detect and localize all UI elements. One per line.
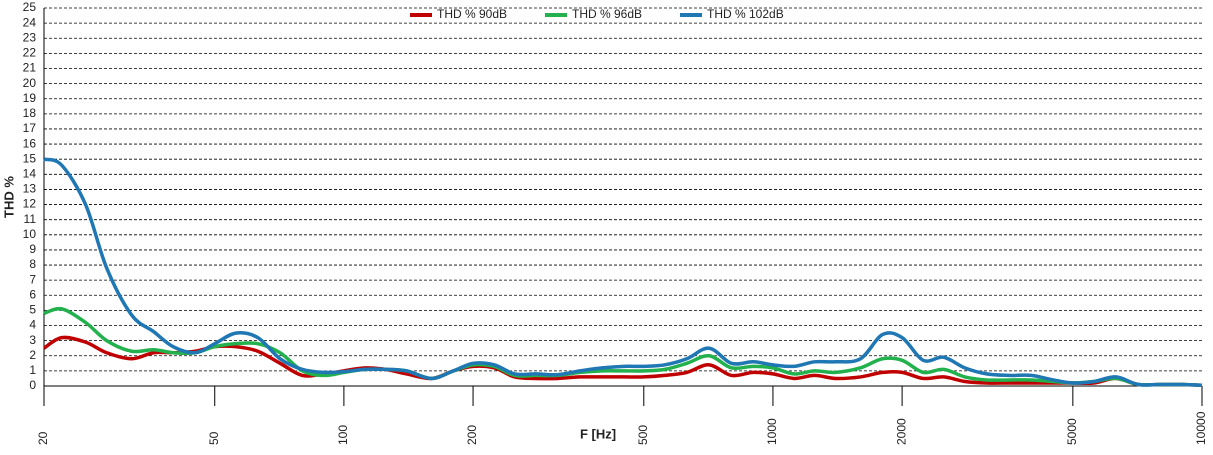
x-tick-label: 20 bbox=[36, 431, 50, 445]
x-tick-label: 100 bbox=[336, 425, 350, 445]
x-tick-label: 50 bbox=[207, 431, 221, 445]
y-tick-label: 23 bbox=[23, 30, 37, 44]
y-tick-label: 7 bbox=[29, 272, 36, 286]
y-tick-label: 11 bbox=[24, 212, 37, 226]
y-tick-label: 13 bbox=[23, 182, 37, 196]
y-tick-label: 5 bbox=[29, 303, 36, 317]
y-tick-label: 20 bbox=[23, 76, 37, 90]
y-tick-label: 25 bbox=[23, 0, 37, 14]
x-axis-label: F [Hz] bbox=[580, 426, 616, 441]
x-tick-label: 10000 bbox=[1194, 411, 1208, 445]
x-tick-label: 5000 bbox=[1065, 418, 1079, 445]
y-tick-label: 9 bbox=[29, 242, 36, 256]
series-line bbox=[43, 157, 1203, 387]
y-tick-label: 18 bbox=[23, 106, 37, 120]
y-tick-label: 2 bbox=[29, 348, 36, 362]
y-tick-label: 16 bbox=[23, 136, 37, 150]
y-tick-label: 0 bbox=[29, 378, 36, 392]
legend-label: THD % 90dB bbox=[437, 7, 507, 21]
y-tick-label: 21 bbox=[23, 61, 37, 75]
y-tick-label: 22 bbox=[23, 46, 37, 60]
x-tick-label: 2000 bbox=[894, 418, 908, 445]
y-tick-label: 10 bbox=[23, 227, 37, 241]
legend-label: THD % 102dB bbox=[707, 7, 784, 21]
y-tick-label: 15 bbox=[23, 151, 37, 165]
y-tick-label: 17 bbox=[23, 121, 37, 135]
y-axis-label: THD % bbox=[1, 176, 16, 218]
y-tick-label: 6 bbox=[29, 287, 36, 301]
legend-label: THD % 96dB bbox=[572, 7, 642, 21]
x-tick-label: 200 bbox=[465, 425, 479, 445]
y-tick-label: 8 bbox=[29, 257, 36, 271]
y-tick-label: 14 bbox=[23, 166, 37, 180]
y-tick-label: 19 bbox=[23, 91, 37, 105]
y-tick-label: 4 bbox=[29, 318, 36, 332]
x-tick-label: 1000 bbox=[765, 418, 779, 445]
x-tick-label: 500 bbox=[636, 425, 650, 445]
series-line bbox=[43, 335, 1203, 387]
y-tick-label: 1 bbox=[29, 363, 36, 377]
y-tick-label: 3 bbox=[29, 333, 36, 347]
y-tick-label: 24 bbox=[23, 15, 37, 29]
y-tick-label: 12 bbox=[23, 197, 37, 211]
series-line bbox=[43, 306, 1203, 387]
